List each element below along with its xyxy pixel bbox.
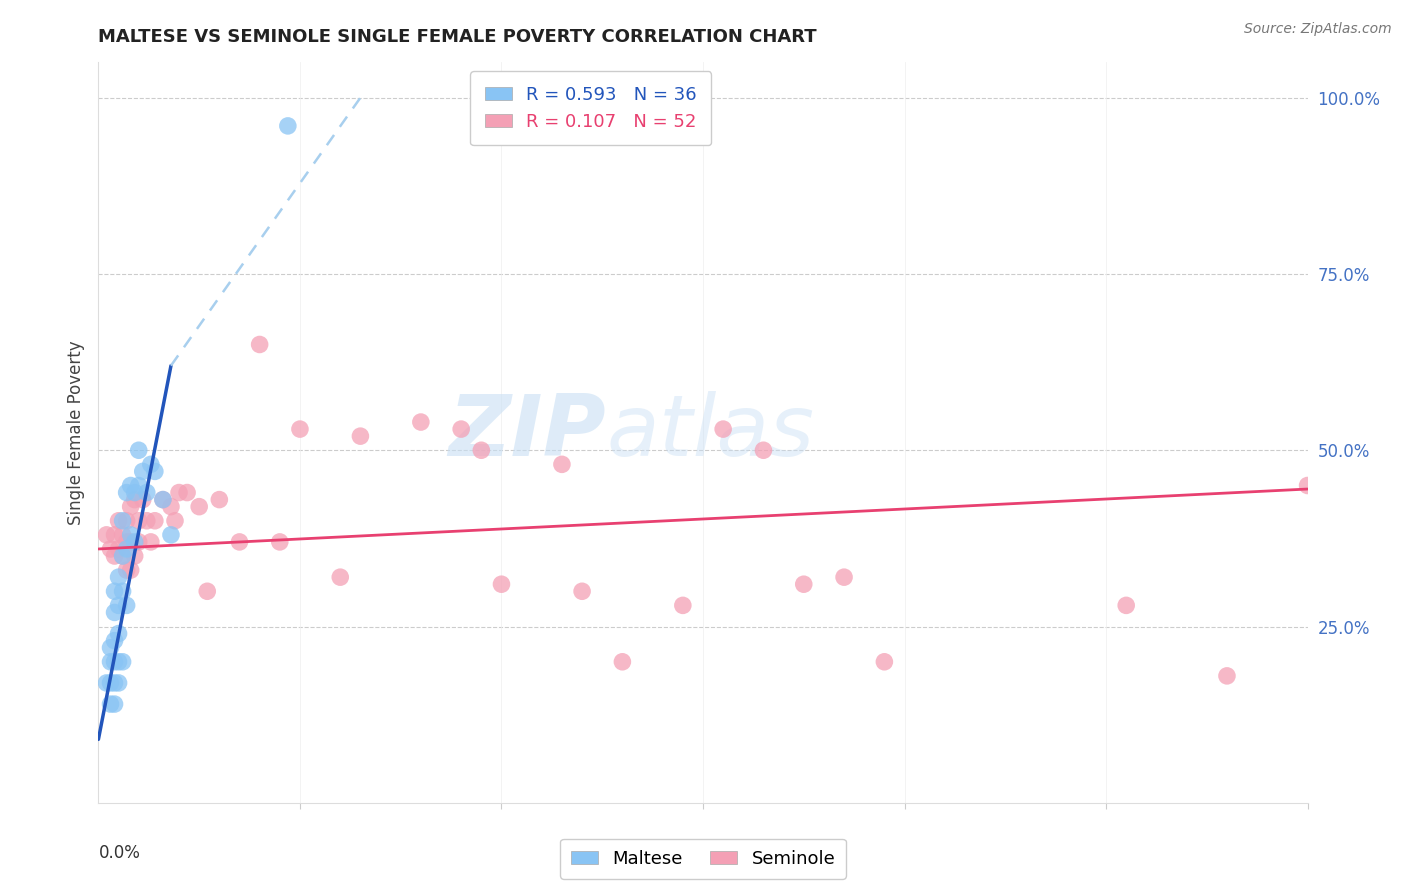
Point	[1216, 669, 1239, 683]
Point	[120, 535, 142, 549]
Point	[873, 655, 896, 669]
Point	[269, 535, 291, 549]
Point	[176, 485, 198, 500]
Point	[152, 492, 174, 507]
Point	[120, 500, 142, 514]
Text: atlas: atlas	[606, 391, 814, 475]
Point	[124, 492, 146, 507]
Point	[107, 514, 129, 528]
Point	[100, 676, 122, 690]
Point	[135, 485, 157, 500]
Point	[132, 464, 155, 478]
Point	[752, 443, 775, 458]
Point	[111, 528, 134, 542]
Point	[832, 570, 855, 584]
Point	[103, 606, 125, 620]
Point	[143, 514, 166, 528]
Point	[115, 514, 138, 528]
Point	[107, 570, 129, 584]
Point	[100, 655, 122, 669]
Legend: Maltese, Seminole: Maltese, Seminole	[560, 838, 846, 879]
Point	[100, 640, 122, 655]
Point	[128, 535, 150, 549]
Point	[195, 584, 218, 599]
Point	[96, 676, 118, 690]
Point	[103, 528, 125, 542]
Point	[128, 443, 150, 458]
Point	[160, 528, 183, 542]
Point	[139, 458, 162, 472]
Point	[111, 584, 134, 599]
Point	[1115, 599, 1137, 613]
Point	[152, 492, 174, 507]
Point	[115, 541, 138, 556]
Point	[103, 676, 125, 690]
Point	[349, 429, 371, 443]
Text: ZIP: ZIP	[449, 391, 606, 475]
Point	[115, 563, 138, 577]
Point	[103, 633, 125, 648]
Point	[1296, 478, 1319, 492]
Point	[551, 458, 574, 472]
Point	[612, 655, 634, 669]
Point	[111, 549, 134, 563]
Point	[107, 599, 129, 613]
Point	[208, 492, 231, 507]
Point	[277, 119, 299, 133]
Text: 0.0%: 0.0%	[98, 844, 141, 862]
Point	[124, 485, 146, 500]
Text: MALTESE VS SEMINOLE SINGLE FEMALE POVERTY CORRELATION CHART: MALTESE VS SEMINOLE SINGLE FEMALE POVERT…	[98, 28, 817, 45]
Point	[167, 485, 190, 500]
Point	[115, 599, 138, 613]
Point	[249, 337, 271, 351]
Point	[188, 500, 211, 514]
Point	[111, 514, 134, 528]
Point	[711, 422, 734, 436]
Point	[107, 676, 129, 690]
Point	[103, 697, 125, 711]
Point	[793, 577, 815, 591]
Point	[409, 415, 432, 429]
Point	[111, 549, 134, 563]
Point	[103, 549, 125, 563]
Point	[470, 443, 492, 458]
Point	[96, 528, 118, 542]
Point	[672, 599, 695, 613]
Point	[120, 478, 142, 492]
Point	[124, 535, 146, 549]
Point	[135, 514, 157, 528]
Point	[571, 584, 593, 599]
Point	[450, 422, 472, 436]
Point	[115, 535, 138, 549]
Point	[107, 655, 129, 669]
Point	[100, 541, 122, 556]
Point	[111, 655, 134, 669]
Point	[160, 500, 183, 514]
Y-axis label: Single Female Poverty: Single Female Poverty	[66, 341, 84, 524]
Point	[120, 563, 142, 577]
Point	[103, 584, 125, 599]
Point	[100, 697, 122, 711]
Point	[491, 577, 513, 591]
Point	[132, 492, 155, 507]
Point	[124, 549, 146, 563]
Legend: R = 0.593   N = 36, R = 0.107   N = 52: R = 0.593 N = 36, R = 0.107 N = 52	[470, 71, 711, 145]
Point	[103, 655, 125, 669]
Point	[288, 422, 311, 436]
Point	[329, 570, 352, 584]
Point	[107, 541, 129, 556]
Point	[143, 464, 166, 478]
Text: Source: ZipAtlas.com: Source: ZipAtlas.com	[1244, 22, 1392, 37]
Point	[120, 528, 142, 542]
Point	[128, 514, 150, 528]
Point	[115, 485, 138, 500]
Point	[139, 535, 162, 549]
Point	[228, 535, 250, 549]
Point	[128, 478, 150, 492]
Point	[107, 626, 129, 640]
Point	[163, 514, 186, 528]
